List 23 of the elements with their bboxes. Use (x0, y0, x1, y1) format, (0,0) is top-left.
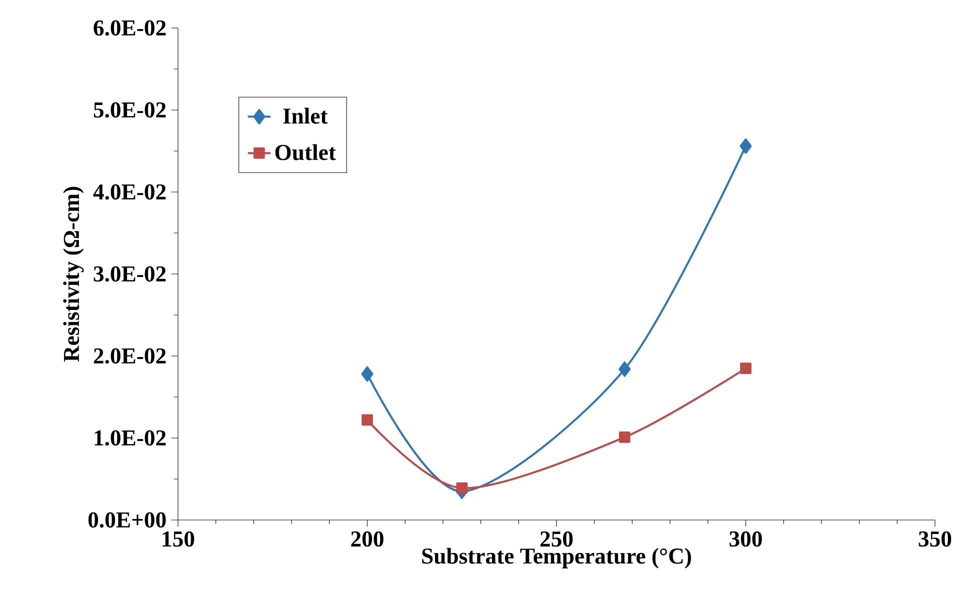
y-tick-label: 5.0E-02 (94, 102, 166, 118)
y-axis-title: Resistivity (Ω-cm) (63, 186, 84, 362)
x-tick-label: 300 (730, 531, 762, 547)
y-tick-label: 4.0E-02 (93, 184, 166, 200)
x-axis-title: Substrate Temperature (°C) (422, 548, 691, 568)
x-tick-label: 200 (351, 531, 384, 547)
point (740, 138, 752, 154)
point (362, 414, 373, 426)
point (740, 362, 752, 374)
point (456, 482, 468, 494)
x-tick-label: 350 (918, 531, 952, 547)
y-tick-label: 2.0E-02 (94, 348, 166, 364)
point (618, 432, 630, 443)
legend-label: Inlet (283, 108, 328, 124)
point (618, 361, 631, 377)
y-tick-label: 3.0E-02 (94, 266, 166, 282)
x-tick-label: 150 (162, 531, 194, 547)
y-tick-label: 1.0E-02 (94, 430, 166, 446)
x-tick-label: 250 (540, 531, 573, 547)
y-tick-label: 0.0E+00 (88, 512, 166, 528)
legend-label: Outlet (275, 144, 336, 160)
y-tick-label: 6.0E-02 (94, 20, 166, 36)
point (361, 366, 374, 382)
